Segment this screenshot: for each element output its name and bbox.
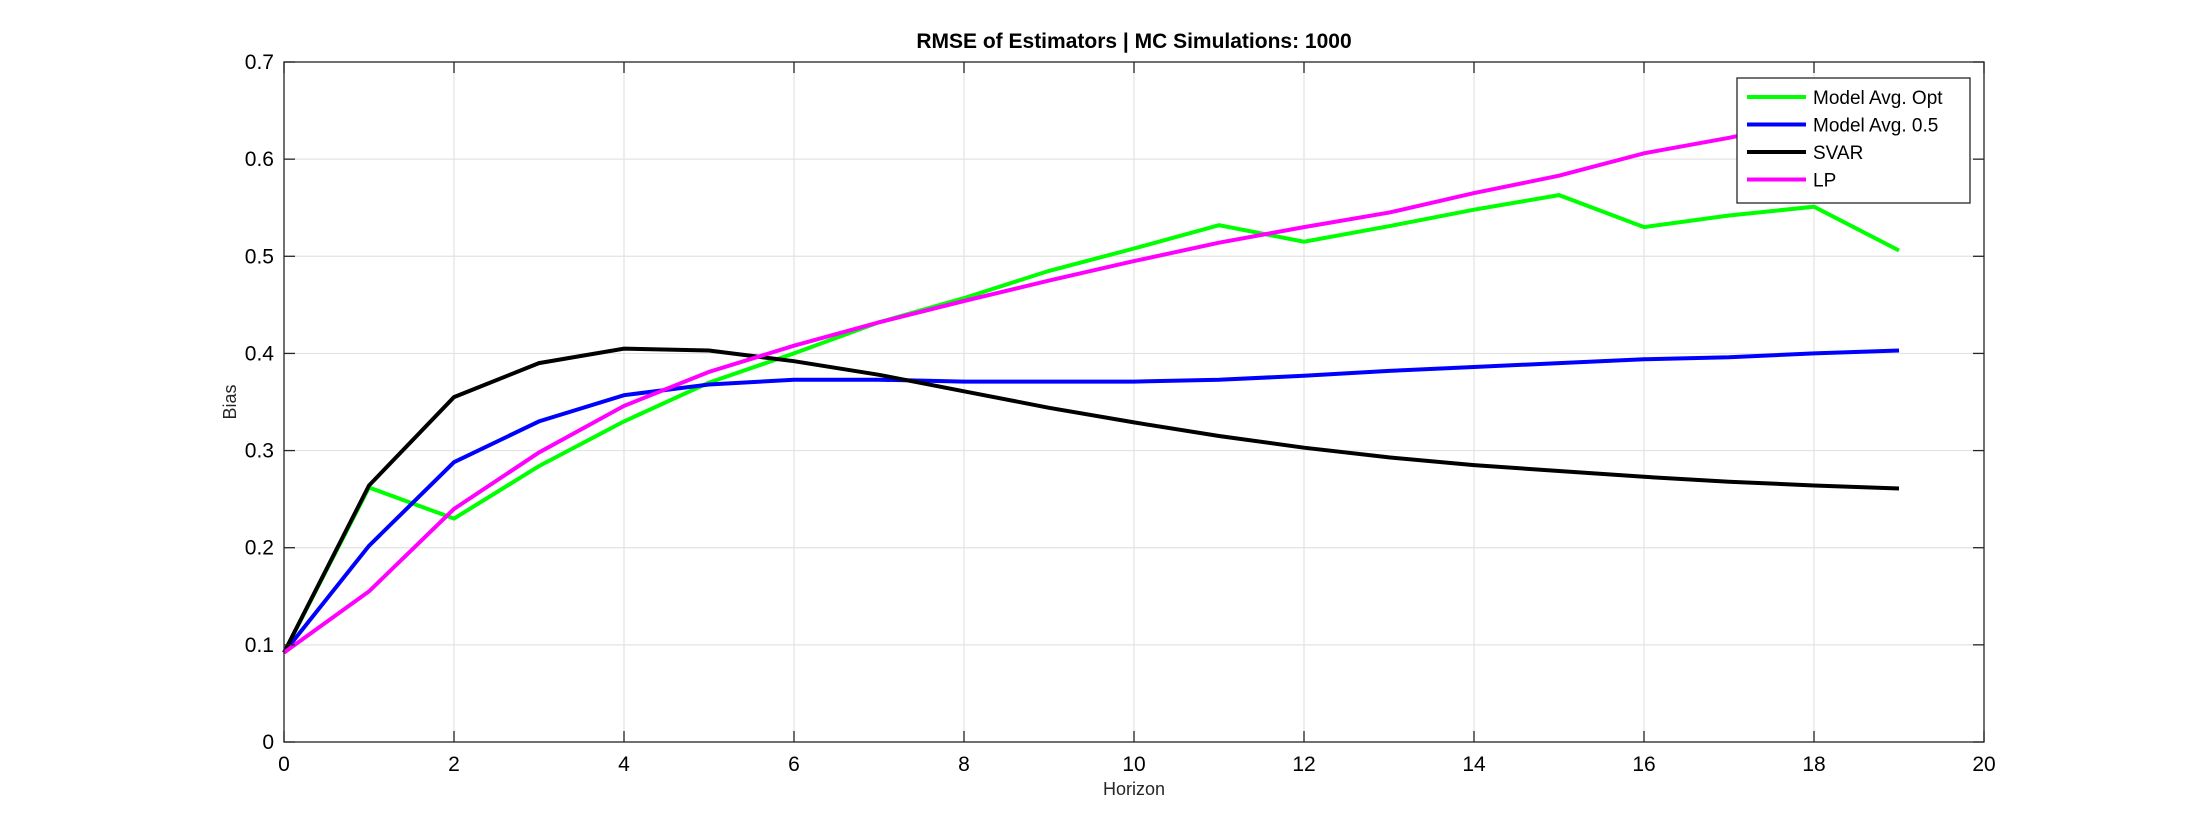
y-tick-label: 0.3 [245, 440, 274, 463]
y-tick-label: 0.1 [245, 634, 274, 657]
chart-title: RMSE of Estimators | MC Simulations: 100… [916, 30, 1351, 53]
y-tick-label: 0.7 [245, 51, 274, 74]
x-axis-label: Horizon [1103, 779, 1165, 799]
x-tick-label: 14 [1462, 753, 1486, 776]
legend-label: LP [1813, 171, 1836, 192]
x-tick-label: 20 [1972, 753, 1995, 776]
series-lines [282, 100, 1900, 655]
x-tick-label: 16 [1632, 753, 1655, 776]
x-tick-label: 12 [1292, 753, 1315, 776]
series-line-model-avg-0-5 [282, 348, 1900, 654]
x-tick-label: 8 [958, 753, 970, 776]
y-axis-label: Bias [220, 384, 240, 419]
legend-label: Model Avg. 0.5 [1813, 116, 1938, 137]
legend-label: Model Avg. Opt [1813, 88, 1943, 109]
y-tick-label: 0.6 [245, 148, 274, 171]
x-tick-label: 6 [788, 753, 800, 776]
axis-ticks: 0 2 4 6 8 10 12 14 16 18 20 0 0.1 0.2 0.3 0.4 0.5 0.6 0.7 [245, 51, 1996, 776]
x-tick-label: 0 [278, 753, 290, 776]
x-tick-label: 2 [448, 753, 460, 776]
x-tick-label: 18 [1802, 753, 1825, 776]
legend: Model Avg. Opt Model Avg. 0.5 SVAR LP [1736, 77, 1971, 204]
x-tick-label: 10 [1122, 753, 1145, 776]
series-line-svar [282, 346, 1900, 654]
x-tick-label: 4 [618, 753, 630, 776]
y-tick-label: 0.2 [245, 537, 274, 560]
y-tick-label: 0.5 [245, 245, 274, 268]
series-line-model-avg-opt [282, 193, 1900, 654]
legend-label: SVAR [1813, 143, 1863, 164]
series-line-lp [282, 100, 1900, 655]
y-tick-label: 0 [262, 731, 274, 754]
y-tick-label: 0.4 [245, 342, 275, 365]
